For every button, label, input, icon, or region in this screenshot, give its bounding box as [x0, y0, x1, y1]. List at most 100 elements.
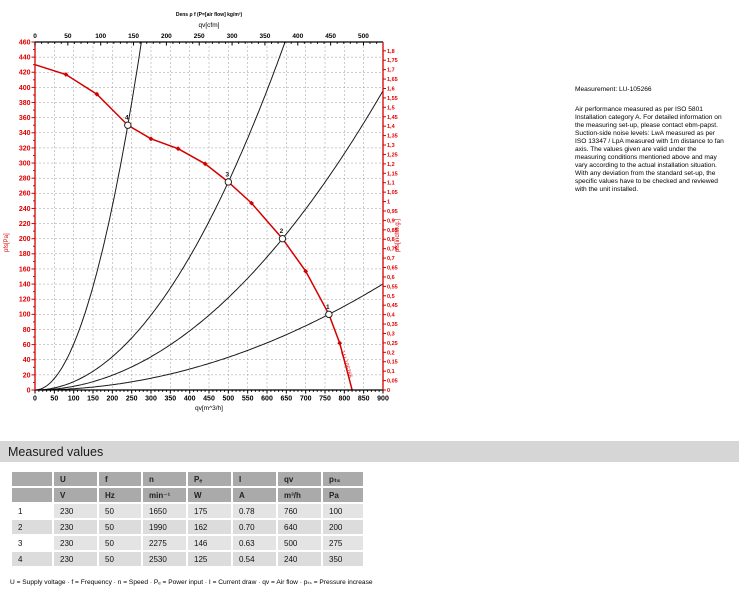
column-header: A: [233, 488, 276, 502]
table-cell: 50: [99, 552, 141, 566]
svg-text:50: 50: [64, 33, 72, 40]
svg-text:1,7: 1,7: [387, 68, 395, 74]
svg-text:420: 420: [19, 70, 31, 77]
svg-text:0,8: 0,8: [387, 237, 395, 243]
row-number: 3: [12, 536, 52, 550]
table-cell: 2275: [143, 536, 186, 550]
svg-text:460: 460: [19, 39, 31, 46]
table-row: 4 230 50 2530 125 0.54 240 350: [12, 552, 363, 566]
left-axis-label: pfs[Pa]: [4, 233, 10, 252]
svg-text:0: 0: [33, 396, 37, 403]
table-cell: 50: [99, 536, 141, 550]
svg-text:0,55: 0,55: [387, 284, 398, 290]
table-body: 1 230 50 1650 175 0.78 760 100 2 230 50 1990 162 0.70…: [12, 504, 363, 566]
svg-text:350: 350: [260, 33, 271, 40]
svg-text:360: 360: [19, 115, 31, 122]
svg-text:1,15: 1,15: [387, 171, 398, 177]
column-header: I: [233, 472, 276, 486]
table-row: 2 230 50 1990 162 0.70 640 200: [12, 520, 363, 534]
svg-text:0,05: 0,05: [387, 379, 398, 385]
svg-text:350: 350: [164, 396, 176, 403]
table-row: 1 230 50 1650 175 0.78 760 100: [12, 504, 363, 518]
svg-text:1,25: 1,25: [387, 152, 398, 158]
svg-text:450: 450: [203, 396, 215, 403]
svg-text:0: 0: [27, 387, 31, 394]
table-cell: 240: [278, 552, 321, 566]
svg-text:0,4: 0,4: [387, 313, 396, 319]
svg-text:440: 440: [19, 55, 31, 62]
measurement-note-text: Air performance measured as per ISO 5801…: [575, 106, 724, 194]
svg-text:300: 300: [19, 160, 31, 167]
table-cell: 500: [278, 536, 321, 550]
svg-text:1,35: 1,35: [387, 134, 398, 140]
table-cell: 100: [323, 504, 363, 518]
table-cell: 162: [188, 520, 231, 534]
svg-text:200: 200: [106, 396, 118, 403]
column-header: n: [143, 472, 186, 486]
svg-text:0,65: 0,65: [387, 266, 398, 272]
svg-text:320: 320: [19, 145, 31, 152]
measurement-id: Measurement: LU-105266: [575, 86, 652, 93]
svg-text:450: 450: [325, 33, 336, 40]
table-cell: 640: [278, 520, 321, 534]
svg-text:220: 220: [19, 221, 31, 228]
svg-text:1,75: 1,75: [387, 58, 398, 64]
svg-text:0,7: 0,7: [387, 256, 395, 262]
svg-text:2: 2: [280, 228, 284, 235]
row-number: 1: [12, 504, 52, 518]
svg-text:900: 900: [377, 396, 389, 403]
svg-text:120: 120: [19, 297, 31, 304]
svg-text:3: 3: [226, 171, 230, 178]
svg-text:240: 240: [19, 206, 31, 213]
svg-text:100: 100: [68, 396, 80, 403]
operating-points: [124, 121, 333, 319]
table-cell: 200: [323, 520, 363, 534]
column-header: min⁻¹: [143, 488, 186, 502]
svg-text:80: 80: [23, 327, 31, 334]
table-cell: 175: [188, 504, 231, 518]
svg-text:340: 340: [19, 130, 31, 137]
table-cell: 2530: [143, 552, 186, 566]
svg-text:800: 800: [338, 396, 350, 403]
table-cell: 230: [54, 520, 97, 534]
svg-text:600: 600: [261, 396, 273, 403]
svg-text:850: 850: [358, 396, 370, 403]
svg-text:1,1: 1,1: [387, 181, 395, 187]
chart-title-note: Dens ρ f (P=[air flow] kg/m³): [176, 12, 243, 18]
table-cell: 0.54: [233, 552, 276, 566]
svg-text:1,55: 1,55: [387, 96, 398, 102]
svg-text:0: 0: [387, 388, 390, 394]
svg-text:1,8: 1,8: [387, 49, 395, 55]
curve-label: LU-105266: [339, 351, 353, 379]
svg-text:4: 4: [125, 115, 129, 122]
top-axis-label: qv[cfm]: [199, 22, 220, 29]
svg-text:1,2: 1,2: [387, 162, 395, 168]
table-row: 3 230 50 2275 146 0.63 500 275: [12, 536, 363, 550]
table-cell: 0.63: [233, 536, 276, 550]
table-cell: 0.78: [233, 504, 276, 518]
svg-text:0,25: 0,25: [387, 341, 398, 347]
svg-text:140: 140: [19, 281, 31, 288]
row-number: 4: [12, 552, 52, 566]
table-cell: 50: [99, 504, 141, 518]
svg-text:500: 500: [358, 33, 369, 40]
svg-text:0,95: 0,95: [387, 209, 398, 215]
svg-text:1,65: 1,65: [387, 77, 398, 83]
svg-text:250: 250: [194, 33, 205, 40]
svg-text:1,05: 1,05: [387, 190, 398, 196]
svg-text:700: 700: [300, 396, 312, 403]
svg-text:550: 550: [242, 396, 254, 403]
svg-text:0,1: 0,1: [387, 369, 395, 375]
svg-text:750: 750: [319, 396, 331, 403]
table-cell: 0.70: [233, 520, 276, 534]
svg-text:50: 50: [50, 396, 58, 403]
svg-text:300: 300: [145, 396, 157, 403]
svg-text:0,5: 0,5: [387, 294, 395, 300]
column-header: m³/h: [278, 488, 321, 502]
svg-text:0,35: 0,35: [387, 322, 398, 328]
svg-text:1,3: 1,3: [387, 143, 395, 149]
svg-text:0,6: 0,6: [387, 275, 395, 281]
